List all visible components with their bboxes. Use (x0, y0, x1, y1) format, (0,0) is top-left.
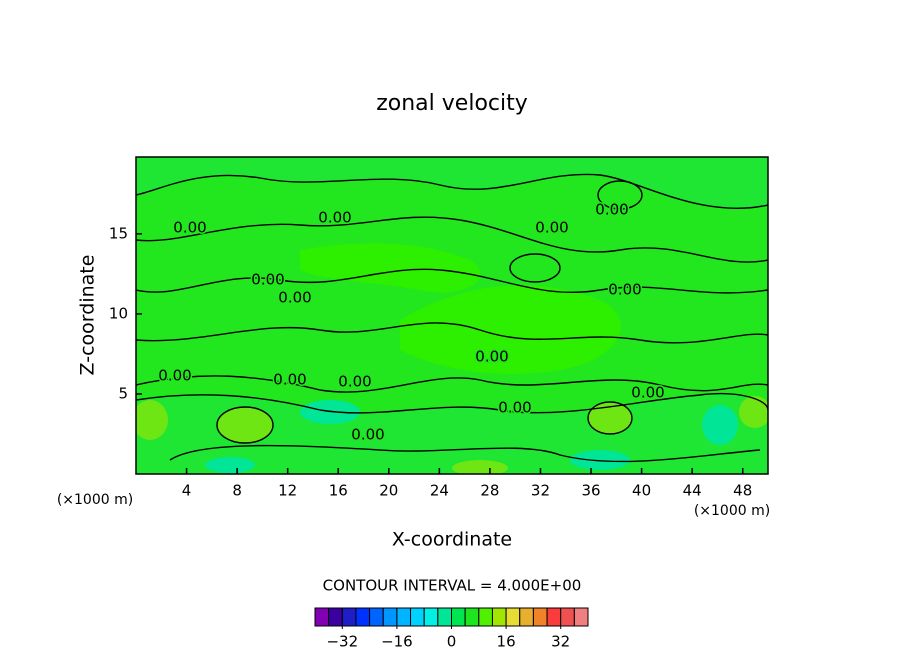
colorbar-tick-label: 16 (497, 633, 516, 651)
contour-field (136, 157, 768, 474)
x-unit-label: (×1000 m) (57, 492, 133, 508)
contour-label: 0.00 (251, 271, 284, 289)
x-tick-label: 8 (232, 482, 242, 500)
contour-label: 0.00 (631, 384, 664, 402)
contour-label: 0.00 (278, 289, 311, 307)
colorbar-box (532, 607, 548, 627)
x-tick-label: 48 (733, 482, 752, 500)
contour-label: 0.00 (608, 281, 641, 299)
contour-interval: CONTOUR INTERVAL = 4.000E+00 (323, 577, 582, 595)
x-tick-label: 16 (329, 482, 348, 500)
colorbar-box (478, 607, 493, 627)
contour-label: 0.00 (475, 348, 508, 366)
colorbar-tick-label: 0 (447, 633, 457, 651)
x-tick-label: 44 (683, 482, 702, 500)
x-tick-label: 28 (480, 482, 499, 500)
colorbar-box (560, 607, 575, 627)
x-tick-label: 24 (430, 482, 449, 500)
x-tick-label: 20 (379, 482, 398, 500)
colorbar-box (341, 607, 357, 627)
contour-label: 0.00 (351, 426, 384, 444)
contour-label: 0.00 (498, 399, 531, 417)
contour-label: 0.00 (535, 219, 568, 237)
colorbar-tick-label: −16 (381, 633, 413, 651)
colorbar-box (410, 607, 425, 627)
x-axis-label: X-coordinate (392, 529, 512, 551)
colorbar-box (451, 607, 466, 627)
x-tick-label: 4 (182, 482, 192, 500)
colorbar-box (314, 607, 330, 627)
colorbar-box (437, 607, 453, 627)
contour-label: 0.00 (318, 209, 351, 227)
contour-label: 0.00 (595, 201, 628, 219)
y-tick-label: 10 (109, 304, 128, 322)
y-tick-label: 15 (109, 224, 128, 242)
colorbar-box (396, 607, 412, 627)
plot-frame (135, 156, 769, 475)
x-tick-label: 40 (632, 482, 651, 500)
colorbar-box (328, 607, 343, 627)
colorbar-box (491, 607, 507, 627)
contour-label: 0.00 (158, 367, 191, 385)
colorbar-box (355, 607, 371, 627)
contour-label: 0.00 (338, 373, 371, 391)
x-tick-label: 12 (278, 482, 297, 500)
contour-label: 0.00 (273, 371, 306, 389)
y-tick-label: 5 (118, 384, 128, 402)
colorbar-box (464, 607, 480, 627)
contour-label: 0.00 (173, 219, 206, 237)
colorbar-tick-label: −32 (326, 633, 358, 651)
chart-title: zonal velocity (376, 91, 528, 116)
x-tick-label: 32 (531, 482, 550, 500)
colorbar-box (546, 607, 562, 627)
x-unit-label: (×1000 m) (694, 503, 770, 519)
colorbar-box (573, 607, 589, 627)
x-tick-label: 36 (581, 482, 600, 500)
y-axis-label: Z-coordinate (77, 255, 99, 376)
colorbar-box (519, 607, 534, 627)
colorbar-box (423, 607, 439, 627)
colorbar-box (369, 607, 384, 627)
colorbar-tick-label: 32 (551, 633, 570, 651)
colorbar-box (382, 607, 398, 627)
colorbar-box (505, 607, 521, 627)
